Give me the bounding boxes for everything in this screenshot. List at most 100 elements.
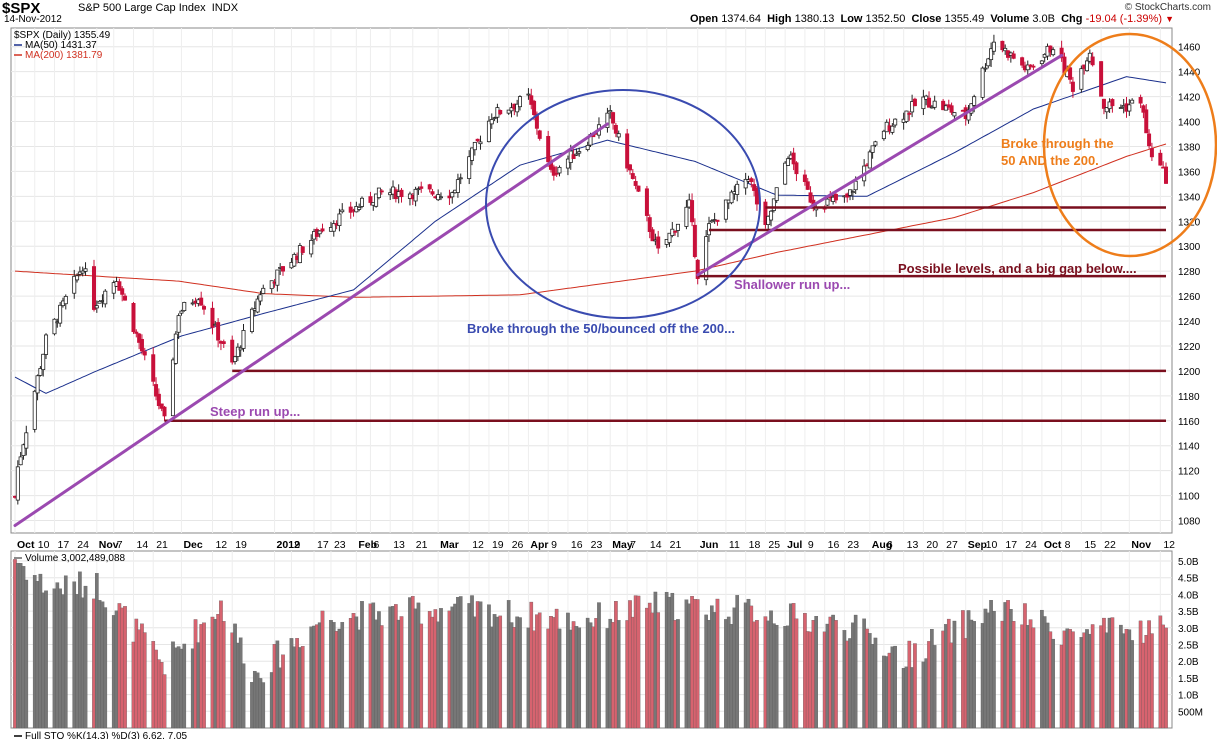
volume-bar — [992, 610, 996, 729]
x-tick-label: 19 — [235, 539, 247, 551]
candle-body — [529, 95, 534, 105]
x-tick-label: 9 — [551, 539, 557, 551]
candle-body — [613, 124, 618, 134]
candle-body — [656, 236, 661, 249]
broke-both-label-2: 50 AND the 200. — [1001, 153, 1099, 168]
annotation-overlay: Steep run up... Broke through the 50/boun… — [13, 30, 1217, 739]
candle-body — [1130, 99, 1135, 104]
candle-body — [769, 210, 774, 221]
volume-bar — [320, 610, 325, 729]
candle-body — [723, 199, 728, 220]
candle-body — [644, 188, 649, 216]
candle-body — [18, 456, 23, 466]
x-tick-label: 23 — [847, 539, 859, 551]
volume-bar — [676, 619, 680, 729]
candle-body — [58, 304, 63, 324]
volume-bar — [103, 607, 108, 729]
index-name: S&P 500 Large Cap Index INDX — [78, 2, 238, 14]
candle-body — [1003, 47, 1008, 52]
ma200-line — [14, 143, 1167, 298]
candle-body — [537, 130, 542, 139]
candle-body — [743, 178, 748, 189]
price-tick-label: 1380 — [1178, 142, 1201, 153]
candle-body — [235, 346, 240, 357]
candle-body — [633, 181, 638, 186]
brand-link[interactable]: © StockCharts.com — [1124, 2, 1211, 13]
x-tick-label: 14 — [136, 539, 148, 551]
x-tick-label: 17 — [317, 539, 329, 551]
volume-bar — [715, 598, 720, 729]
open-value: 1374.64 — [721, 13, 761, 25]
candle-body — [348, 206, 353, 213]
candle-body — [695, 259, 700, 279]
volume-bar — [972, 621, 976, 729]
candle-body — [179, 310, 184, 314]
candle-body — [690, 200, 695, 223]
broke-both-label-1: Broke through the — [1001, 136, 1114, 151]
candle-body — [216, 322, 221, 341]
candle-body — [258, 294, 263, 302]
candle-body — [94, 305, 99, 309]
volume-bar — [300, 646, 305, 729]
volume-bar — [853, 614, 858, 729]
x-tick-label: 7 — [630, 539, 636, 551]
price-tick-label: 1400 — [1178, 118, 1201, 129]
candle-body — [458, 177, 463, 180]
volume-tick-label: 4.5B — [1178, 574, 1199, 585]
volume-bar — [537, 612, 542, 729]
symbol-title: $SPX — [2, 0, 41, 17]
x-tick-label: 27 — [946, 539, 958, 551]
x-tick-label: 16 — [828, 539, 840, 551]
candle-body — [1048, 45, 1053, 53]
volume-bar — [1031, 627, 1036, 729]
candle-body — [949, 105, 954, 113]
candle-body — [52, 318, 57, 335]
x-tick-label: Oct — [17, 539, 35, 551]
x-tick-label: 24 — [1025, 539, 1037, 551]
candle-body — [1138, 97, 1143, 104]
candle-body — [881, 130, 886, 140]
x-tick-label: 17 — [1005, 539, 1017, 551]
x-tick-label: Nov — [1131, 539, 1151, 551]
candle-body — [1147, 133, 1152, 147]
candle-body — [374, 193, 379, 207]
candle-body — [170, 359, 175, 417]
candle-body — [989, 48, 994, 61]
x-tick-label: 26 — [512, 539, 524, 551]
volume-bar — [1110, 617, 1115, 729]
volume-bar — [597, 602, 601, 729]
volume-tick-label: 500M — [1178, 707, 1203, 718]
candle-body — [1118, 107, 1123, 109]
high-value: 1380.13 — [794, 13, 835, 25]
candle-body — [1028, 64, 1033, 67]
x-tick-label: 15 — [1084, 539, 1096, 551]
price-tick-label: 1300 — [1178, 242, 1201, 253]
candle-body — [1099, 61, 1104, 97]
candle-body — [627, 164, 632, 171]
candle-body — [802, 174, 807, 182]
volume-panel: 500M 1.0B 1.5B 2.0B 2.5B 3.0B 3.5B 4.0B 4.5B 5.0B — [10, 550, 1203, 729]
candle-body — [912, 98, 917, 107]
x-tick-label: Nov — [99, 539, 119, 551]
candle-body — [134, 331, 139, 334]
candle-body — [467, 156, 472, 180]
candle-body — [551, 166, 556, 176]
candle-body — [337, 213, 342, 226]
candle-body — [438, 196, 443, 199]
price-tick-label: 1460 — [1178, 43, 1201, 54]
candle-body — [41, 353, 46, 371]
candle-body — [416, 188, 421, 191]
x-tick-label: 12 — [1163, 539, 1175, 551]
price-tick-label: 1440 — [1178, 68, 1201, 79]
candle-body — [983, 67, 988, 70]
candle-body — [972, 96, 977, 106]
candle-body — [904, 110, 909, 122]
volume-tick-label: 5.0B — [1178, 557, 1199, 568]
x-tick-label: 11 — [729, 539, 740, 551]
x-tick-label: 10 — [38, 539, 50, 551]
candle-body — [75, 275, 80, 281]
candle-body — [534, 113, 539, 129]
volume-bar — [1011, 621, 1016, 729]
x-tick-label: 8 — [1065, 539, 1071, 551]
candle-body — [870, 145, 875, 153]
